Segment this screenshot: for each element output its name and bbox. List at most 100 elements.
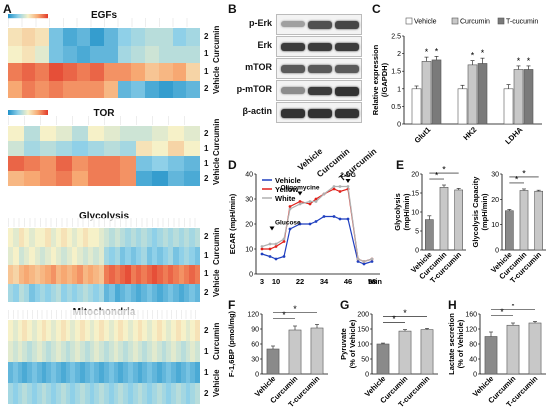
heatmap-cell bbox=[35, 28, 50, 46]
heatmap-glycolysis bbox=[8, 228, 200, 302]
heatmap-cell bbox=[12, 383, 18, 404]
blot-strip bbox=[276, 80, 362, 101]
significance-star: * bbox=[471, 51, 475, 61]
heatmap-cell bbox=[168, 126, 184, 141]
heatmap-cell bbox=[93, 283, 99, 302]
heatmap-cell bbox=[158, 80, 173, 98]
heatmap-row-number: 1 bbox=[204, 250, 209, 260]
y-axis-label: (mpH/min) bbox=[480, 193, 489, 231]
heatmap-cell bbox=[104, 283, 110, 302]
significance-star: * bbox=[425, 47, 429, 57]
heatmap-cell bbox=[173, 228, 179, 247]
heatmap-cell bbox=[72, 246, 78, 265]
heatmap-cell bbox=[130, 265, 136, 284]
heatmap-cell bbox=[77, 265, 83, 284]
injection-marker bbox=[297, 191, 303, 196]
heatmap-cell bbox=[180, 383, 186, 404]
heatmap-cell bbox=[98, 283, 104, 302]
heatmap-cell bbox=[136, 246, 142, 265]
panel-g-pyruvate-chart: Pyruvate (% of Vehicle)050100150200Vehicl… bbox=[339, 308, 438, 409]
significance-star: * bbox=[522, 168, 526, 178]
heatmap-cell bbox=[120, 171, 136, 186]
bar bbox=[528, 322, 542, 375]
heatmap-cell bbox=[131, 45, 146, 63]
heatmap-cell bbox=[46, 341, 52, 362]
heatmap-cell bbox=[45, 228, 51, 247]
series-point bbox=[298, 222, 302, 226]
heatmap-cell bbox=[35, 80, 50, 98]
heatmap-cell bbox=[66, 228, 72, 247]
heatmap-cell bbox=[88, 228, 94, 247]
heatmap-cell bbox=[56, 265, 62, 284]
y-tick-label: 20 bbox=[491, 197, 499, 204]
series-point bbox=[288, 227, 292, 231]
y-tick-label: 2 bbox=[397, 51, 401, 58]
heatmap-cell bbox=[8, 362, 13, 383]
series-point bbox=[356, 257, 360, 261]
heatmap-cell bbox=[29, 265, 35, 284]
heatmap-cell bbox=[8, 171, 24, 186]
heatmap-cell bbox=[146, 265, 152, 284]
heatmap-cell bbox=[89, 362, 95, 383]
heatmap-cell bbox=[36, 341, 42, 362]
heatmap-cell bbox=[32, 341, 37, 362]
heatmap-cell bbox=[185, 383, 191, 404]
heatmap-cell bbox=[120, 141, 136, 156]
y-tick-label: 10 bbox=[411, 210, 419, 217]
heatmap-cell bbox=[82, 228, 88, 247]
heatmap-cell bbox=[166, 383, 172, 404]
heatmap-cell bbox=[56, 171, 72, 186]
heatmap-cell bbox=[76, 80, 91, 98]
heatmap-row-number: 2 bbox=[204, 325, 209, 335]
heatmap-cell bbox=[56, 283, 62, 302]
heatmap-title-tor: TOR bbox=[93, 108, 115, 119]
heatmap-cell bbox=[56, 246, 62, 265]
heatmap-cell bbox=[108, 383, 114, 404]
blot-strip bbox=[276, 58, 362, 79]
heatmap-cell bbox=[84, 362, 90, 383]
heatmap-cell bbox=[17, 320, 23, 341]
heatmap-cell bbox=[184, 126, 200, 141]
heatmap-cell bbox=[166, 320, 172, 341]
heatmap-cell bbox=[8, 228, 14, 247]
heatmap-cell bbox=[120, 156, 136, 171]
heatmap-column-labels bbox=[8, 18, 200, 27]
heatmap-cell bbox=[104, 341, 109, 362]
heatmap-cell bbox=[152, 341, 157, 362]
heatmap-cell bbox=[104, 320, 109, 341]
heatmap-cell bbox=[104, 80, 118, 98]
heatmap-cell bbox=[88, 141, 104, 156]
heatmap-cell bbox=[118, 320, 124, 341]
heatmap-cell bbox=[88, 283, 94, 302]
heatmap-cell bbox=[131, 28, 146, 46]
legend-swatch bbox=[451, 17, 459, 25]
heatmap-cell bbox=[76, 63, 91, 81]
heatmap-cell bbox=[186, 28, 200, 46]
significance-star: * bbox=[403, 308, 407, 318]
heatmap-cell bbox=[137, 362, 143, 383]
heatmap-cell bbox=[132, 362, 138, 383]
y-axis-label: (% of Vehicle) bbox=[456, 319, 465, 368]
y-tick-label: 0 bbox=[397, 122, 401, 129]
heatmap-cell bbox=[88, 171, 104, 186]
heatmap-cell bbox=[41, 383, 47, 404]
heatmap-cell bbox=[104, 246, 110, 265]
series-point bbox=[274, 257, 278, 261]
heatmap-cell bbox=[137, 341, 143, 362]
heatmap-row-number: 1 bbox=[204, 66, 209, 76]
heatmap-group-vehicle: Vehicle bbox=[212, 157, 221, 185]
heatmap-cell bbox=[89, 341, 95, 362]
heatmap-cell bbox=[118, 341, 124, 362]
heatmap-cell bbox=[184, 283, 190, 302]
legend-label: White bbox=[275, 194, 295, 203]
heatmap-cell bbox=[152, 126, 168, 141]
series-point bbox=[298, 202, 302, 206]
y-axis-label: Glycolysis Capacity bbox=[471, 176, 480, 248]
x-tick-label: 46 bbox=[344, 277, 352, 286]
heatmap-cell bbox=[22, 341, 28, 362]
y-tick-label: 0.5 bbox=[391, 104, 401, 111]
heatmap-cell bbox=[117, 28, 132, 46]
bar bbox=[519, 190, 529, 251]
heatmap-cell bbox=[130, 228, 136, 247]
heatmap-cell bbox=[147, 383, 152, 404]
